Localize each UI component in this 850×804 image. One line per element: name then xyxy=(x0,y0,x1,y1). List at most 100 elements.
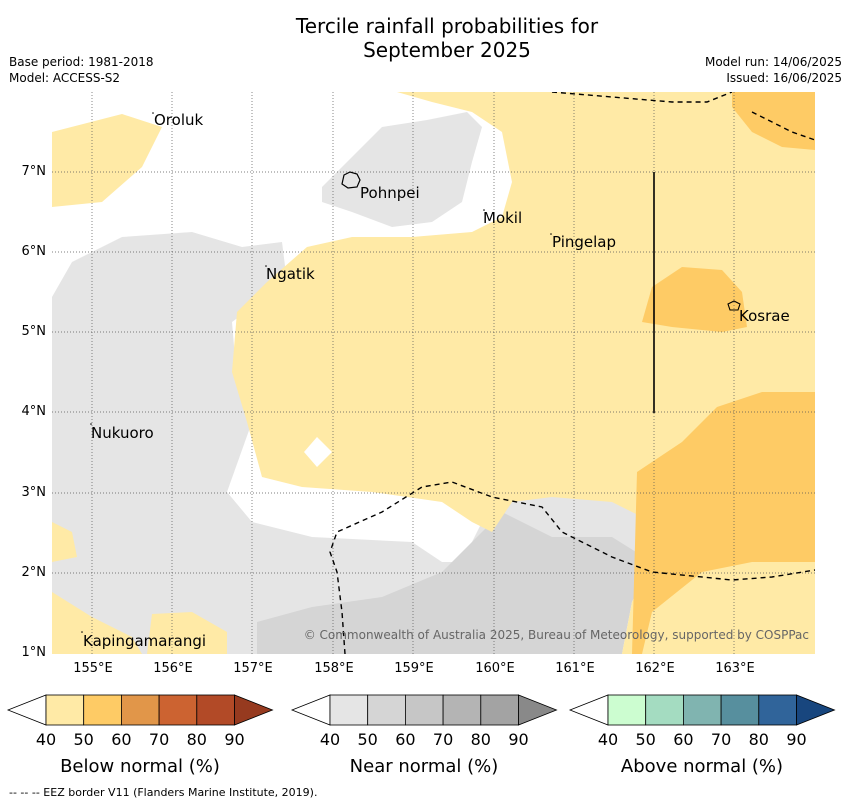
kosrae-island-outline xyxy=(727,300,741,311)
label-kosrae: Kosrae xyxy=(739,307,790,325)
title-line-1: Tercile rainfall probabilities for xyxy=(295,14,599,38)
colorbar-max-arrow xyxy=(234,694,274,726)
pohnpei-island-outline xyxy=(341,171,361,189)
white-patch xyxy=(304,437,332,467)
colorbar-swatch xyxy=(404,694,444,726)
colorbar-tick-label: 80 xyxy=(748,730,769,749)
colorbar-tick-label: 90 xyxy=(508,730,529,749)
model-text: Model: ACCESS-S2 xyxy=(9,71,121,85)
near-normal-region-south-50 xyxy=(257,512,652,654)
map-title: Tercile rainfall probabilities for Septe… xyxy=(0,14,850,62)
colorbar-swatch xyxy=(121,694,160,726)
colorbar-tick-label: 40 xyxy=(597,730,619,749)
colorbars-svg xyxy=(6,694,836,726)
lat-label-2n: 2°N xyxy=(21,565,47,580)
colorbar-tick-label: 60 xyxy=(111,730,132,749)
lon-label-162e: 162°E xyxy=(635,661,675,676)
title-line-2: September 2025 xyxy=(363,38,531,62)
colorbar-below-normal xyxy=(6,694,274,726)
label-kapingamarangi: Kapingamarangi xyxy=(83,632,207,650)
eez-border xyxy=(329,92,815,654)
lon-label-161e: 161°E xyxy=(555,661,595,676)
near-normal-region-north xyxy=(322,112,482,227)
below-normal-50-se xyxy=(632,392,815,654)
kapinga-marker xyxy=(81,631,83,633)
lon-label-158e: 158°E xyxy=(314,661,354,676)
colorbar-swatch xyxy=(196,694,235,726)
model-run-text: Model run: 14/06/2025 xyxy=(704,55,842,69)
caption-below-normal: Below normal (%) xyxy=(60,756,220,777)
colorbar-above-normal xyxy=(568,694,836,726)
colorbar-tick-label: 70 xyxy=(148,730,170,749)
caption-above-normal: Above normal (%) xyxy=(620,756,784,777)
colorbar-min-arrow xyxy=(568,694,609,726)
lat-label-7n: 7°N xyxy=(21,164,47,179)
colorbar-swatch xyxy=(683,694,722,726)
lon-label-163e: 163°E xyxy=(715,661,755,676)
colorbar-tick-label: 50 xyxy=(73,730,94,749)
label-oroluk: Oroluk xyxy=(154,111,204,129)
base-period-text: Base period: 1981-2018 xyxy=(9,55,154,69)
colorbar-swatch xyxy=(645,694,684,726)
meta-left: Base period: 1981-2018 Model: ACCESS-S2 xyxy=(9,54,154,86)
colorbar-max-arrow xyxy=(518,694,558,726)
below-normal-region-nw xyxy=(52,114,162,207)
lat-label-4n: 4°N xyxy=(21,404,47,419)
label-ngatik: Ngatik xyxy=(266,265,315,283)
colorbar-tick-label: 50 xyxy=(635,730,656,749)
colorbar-swatch xyxy=(480,694,519,726)
lon-label-160e: 160°E xyxy=(475,661,515,676)
colorbar-swatch xyxy=(83,694,122,726)
copyright-text: © Commonwealth of Australia 2025, Bureau… xyxy=(303,628,809,642)
pingelap-marker xyxy=(550,233,552,235)
label-pingelap: Pingelap xyxy=(552,233,617,251)
lon-label-156e: 156°E xyxy=(153,661,193,676)
lon-label-157e: 157°E xyxy=(233,661,273,676)
lat-label-6n: 6°N xyxy=(21,244,47,259)
colorbar-tick-label: 70 xyxy=(710,730,732,749)
caption-near-normal: Near normal (%) xyxy=(349,756,499,777)
eez-footnote: -- -- -- EEZ border V11 (Flanders Marine… xyxy=(9,786,318,799)
issued-text: Issued: 16/06/2025 xyxy=(726,71,842,85)
label-pohnpei: Pohnpei xyxy=(360,184,420,202)
nukuoro-marker xyxy=(90,423,92,425)
colorbar-swatch xyxy=(758,694,797,726)
map-canvas xyxy=(52,92,815,654)
colorbar-tick-label: 90 xyxy=(224,730,245,749)
colorbar-tick-label: 80 xyxy=(470,730,491,749)
oroluk-marker xyxy=(152,112,154,114)
below-normal-50-kosrae xyxy=(642,267,747,332)
lat-label-5n: 5°N xyxy=(21,324,47,339)
colorbar-swatch xyxy=(158,694,198,726)
colorbar-tick-label: 90 xyxy=(786,730,807,749)
colorbar-swatch xyxy=(442,694,482,726)
label-nukuoro: Nukuoro xyxy=(91,424,154,442)
meta-right: Model run: 14/06/2025 Issued: 16/06/2025 xyxy=(705,54,842,86)
colorbar-swatch xyxy=(720,694,760,726)
lat-label-3n: 3°N xyxy=(21,485,47,500)
label-mokil: Mokil xyxy=(483,209,523,227)
colorbar-near-normal xyxy=(290,694,558,726)
below-normal-region-w xyxy=(52,522,77,562)
colorbar-swatch xyxy=(367,694,406,726)
lat-label-1n: 1°N xyxy=(21,645,47,660)
colorbar-swatch xyxy=(607,694,647,726)
colorbar-tick-label: 40 xyxy=(35,730,57,749)
below-normal-region-sw2 xyxy=(147,612,227,654)
colorbar-tick-label: 50 xyxy=(357,730,378,749)
colorbar-tick-label: 40 xyxy=(319,730,341,749)
below-normal-region-sw xyxy=(52,592,142,654)
below-normal-50-ne xyxy=(732,92,815,150)
ngatik-marker xyxy=(265,265,267,267)
map-area: Oroluk Pohnpei Mokil Pingelap Ngatik Kos… xyxy=(52,92,815,654)
lon-label-159e: 159°E xyxy=(394,661,434,676)
colorbar-max-arrow xyxy=(796,694,836,726)
colorbar-tick-label: 80 xyxy=(186,730,207,749)
colorbar-swatch xyxy=(45,694,85,726)
colorbar-swatch xyxy=(329,694,369,726)
colorbar-min-arrow xyxy=(6,694,47,726)
lon-label-155e: 155°E xyxy=(73,661,113,676)
colorbar-tick-label: 60 xyxy=(395,730,416,749)
colorbar-min-arrow xyxy=(290,694,331,726)
mokil-marker xyxy=(483,209,485,211)
